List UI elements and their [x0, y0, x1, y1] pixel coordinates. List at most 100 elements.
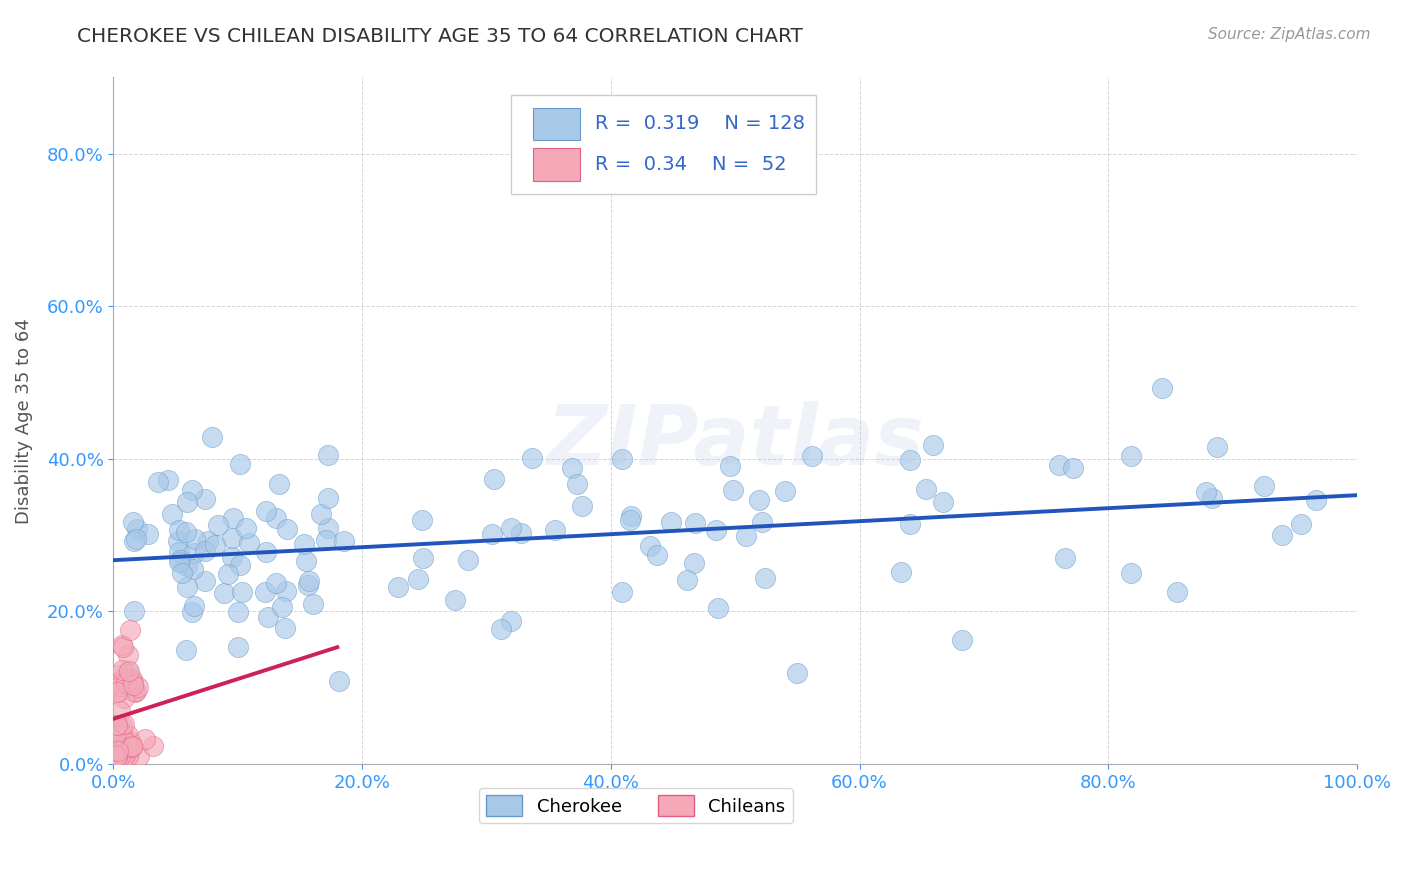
- Point: [316, 491, 339, 505]
- Point: [328, 673, 350, 688]
- Point: [676, 573, 699, 587]
- Point: [112, 690, 135, 705]
- Point: [122, 678, 145, 692]
- Text: ZIPatlas: ZIPatlas: [547, 401, 924, 482]
- Point: [117, 728, 139, 742]
- Point: [228, 605, 250, 619]
- Point: [1253, 478, 1275, 492]
- Point: [107, 744, 129, 758]
- Point: [1166, 584, 1188, 599]
- Point: [565, 476, 588, 491]
- Point: [201, 430, 224, 444]
- Point: [412, 551, 434, 566]
- Point: [267, 477, 290, 491]
- Point: [1201, 491, 1223, 506]
- Point: [105, 718, 128, 732]
- Point: [1305, 492, 1327, 507]
- Point: [704, 523, 727, 537]
- Point: [167, 555, 190, 569]
- Point: [226, 640, 249, 654]
- Point: [231, 584, 253, 599]
- Point: [142, 739, 165, 753]
- Point: [273, 621, 295, 635]
- Point: [105, 749, 128, 764]
- Point: [105, 749, 128, 764]
- Point: [117, 648, 139, 662]
- Point: [311, 507, 333, 521]
- Point: [638, 539, 661, 553]
- Point: [316, 520, 339, 534]
- Point: [297, 577, 319, 591]
- Point: [169, 552, 191, 566]
- Point: [1053, 551, 1076, 566]
- Point: [235, 521, 257, 535]
- Point: [482, 472, 505, 486]
- Point: [121, 739, 143, 753]
- Point: [111, 728, 134, 742]
- Point: [112, 717, 135, 731]
- Point: [491, 622, 513, 636]
- Point: [105, 749, 128, 764]
- Point: [111, 663, 134, 677]
- Point: [117, 749, 139, 764]
- Point: [121, 673, 143, 687]
- Point: [120, 735, 142, 749]
- Point: [890, 565, 912, 579]
- Text: R =  0.319    N = 128: R = 0.319 N = 128: [595, 114, 804, 134]
- Point: [122, 533, 145, 548]
- Point: [406, 572, 429, 586]
- Point: [1150, 381, 1173, 395]
- Point: [520, 451, 543, 466]
- Point: [457, 553, 479, 567]
- Point: [1121, 449, 1143, 463]
- Point: [735, 529, 758, 543]
- Point: [194, 574, 217, 588]
- Point: [238, 535, 260, 549]
- Legend: Cherokee, Chileans: Cherokee, Chileans: [479, 789, 793, 823]
- Point: [276, 522, 298, 536]
- Point: [181, 483, 204, 497]
- Point: [105, 749, 128, 764]
- Point: [264, 510, 287, 524]
- Point: [276, 584, 298, 599]
- Point: [112, 749, 135, 764]
- Point: [174, 643, 197, 657]
- Point: [197, 534, 219, 549]
- Point: [481, 526, 503, 541]
- Point: [125, 523, 148, 537]
- Point: [217, 566, 239, 581]
- Point: [292, 537, 315, 551]
- Point: [183, 599, 205, 613]
- Point: [167, 545, 190, 559]
- Point: [194, 491, 217, 506]
- Point: [620, 508, 643, 523]
- Point: [786, 665, 808, 680]
- Point: [146, 475, 169, 489]
- Point: [174, 525, 197, 540]
- Point: [932, 495, 955, 509]
- Point: [124, 685, 146, 699]
- Point: [110, 679, 132, 693]
- Point: [221, 531, 243, 545]
- Point: [181, 562, 204, 576]
- Point: [387, 580, 409, 594]
- Point: [915, 482, 938, 496]
- Point: [121, 739, 143, 754]
- Point: [723, 483, 745, 497]
- Point: [124, 684, 146, 698]
- Point: [315, 533, 337, 548]
- Point: [1205, 440, 1227, 454]
- Point: [302, 598, 325, 612]
- Text: CHEROKEE VS CHILEAN DISABILITY AGE 35 TO 64 CORRELATION CHART: CHEROKEE VS CHILEAN DISABILITY AGE 35 TO…: [77, 27, 803, 45]
- Point: [125, 532, 148, 546]
- FancyBboxPatch shape: [512, 95, 815, 194]
- Point: [645, 549, 668, 563]
- Point: [257, 610, 280, 624]
- Point: [181, 605, 204, 619]
- Point: [921, 438, 943, 452]
- Point: [114, 674, 136, 689]
- Point: [160, 507, 183, 521]
- Point: [111, 739, 134, 753]
- Point: [253, 585, 276, 599]
- Point: [707, 601, 730, 615]
